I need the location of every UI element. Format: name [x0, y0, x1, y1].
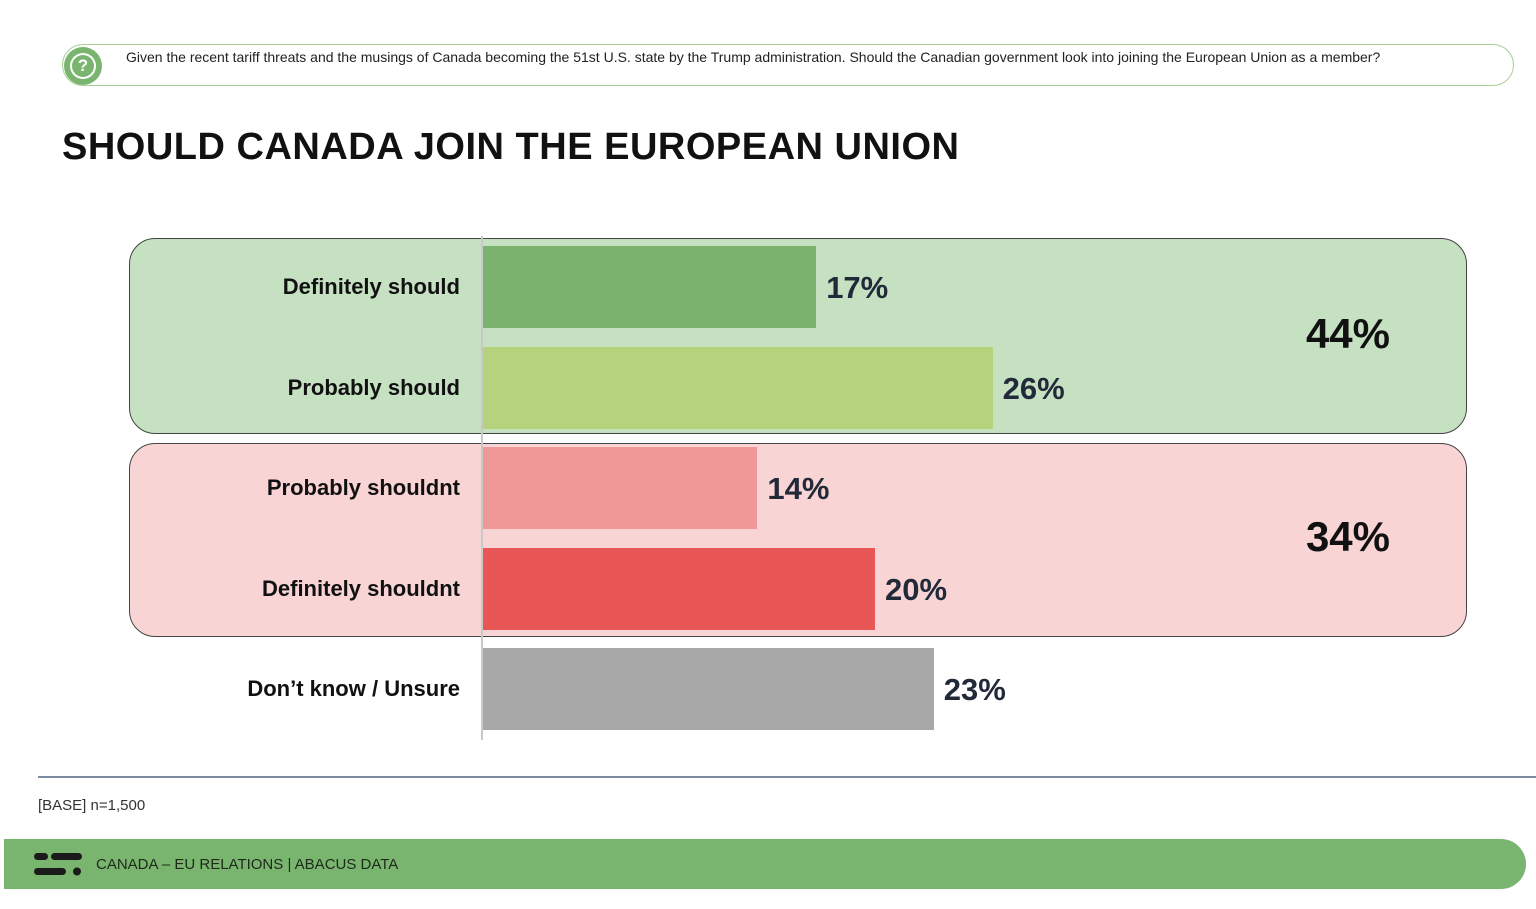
chart-title: SHOULD CANADA JOIN THE EUROPEAN UNION	[62, 126, 960, 168]
bar-axis-line	[481, 236, 483, 740]
bar	[483, 447, 758, 529]
footer-divider	[38, 776, 1536, 778]
row-label: Definitely shouldnt	[262, 576, 460, 601]
row-label: Probably shouldnt	[266, 475, 460, 500]
question-mark-glyph: ?	[77, 56, 89, 75]
bar-value-label: 14%	[767, 471, 830, 506]
question-mark-icon	[64, 47, 102, 85]
question-box	[62, 44, 1514, 86]
positive-group-total: 44%	[1305, 310, 1390, 357]
abacus-logo-icon	[34, 853, 82, 876]
question-text: Given the recent tariff threats and the …	[126, 49, 1381, 65]
bar-value-label: 17%	[826, 270, 889, 305]
base-note: [BASE] n=1,500	[38, 797, 146, 814]
row-label: Don’t know / Unsure	[247, 676, 460, 701]
negative-group-total: 34%	[1305, 513, 1390, 560]
footer-text: CANADA – EU RELATIONS | ABACUS DATA	[96, 856, 399, 873]
row-label: Definitely should	[282, 274, 460, 299]
bar-value-label: 23%	[943, 672, 1006, 707]
bar-value-label: 26%	[1002, 371, 1065, 406]
bar	[483, 347, 993, 429]
footer-bar	[4, 839, 1526, 889]
bar	[483, 648, 934, 730]
bar	[483, 548, 875, 630]
bar	[483, 246, 817, 328]
bar-value-label: 20%	[885, 572, 948, 607]
row-label: Probably should	[287, 375, 460, 400]
